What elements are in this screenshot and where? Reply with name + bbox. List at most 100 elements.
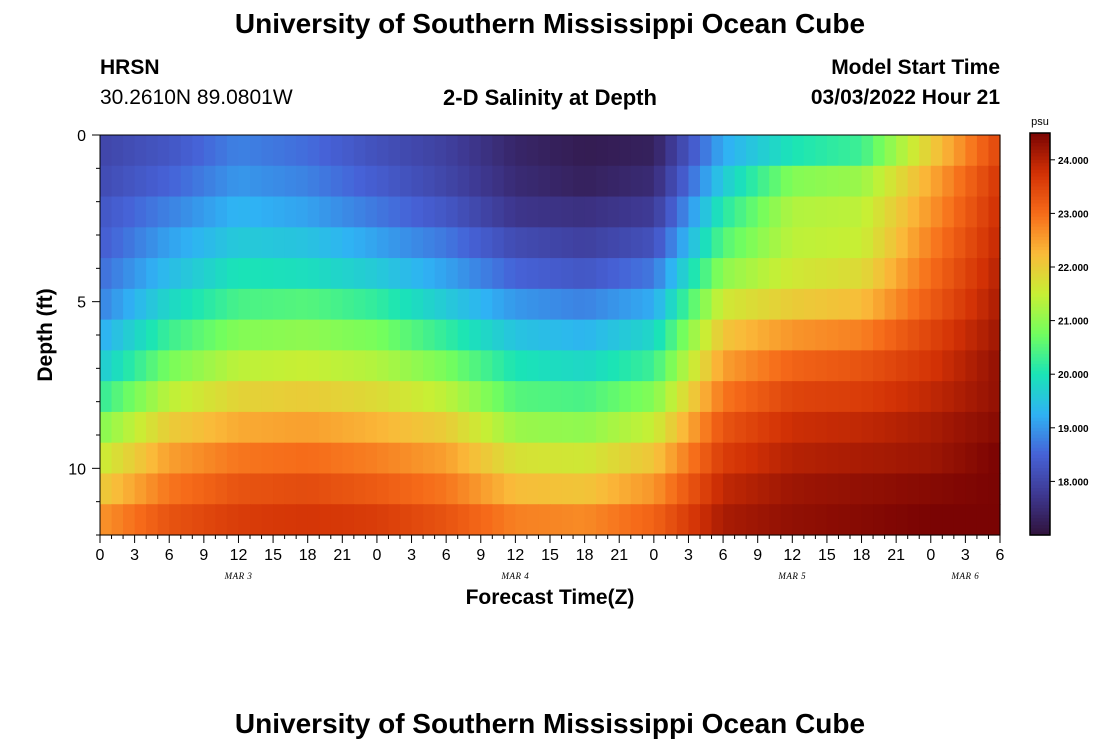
heatmap-cell (769, 319, 782, 351)
heatmap-cell (261, 227, 274, 259)
heatmap-cell (261, 258, 274, 290)
heatmap-cell (215, 381, 228, 413)
heatmap-cell (711, 442, 724, 475)
heatmap-cell (780, 411, 793, 444)
heatmap-cell (446, 258, 459, 290)
heatmap-cell (388, 381, 401, 413)
heatmap-cell (561, 473, 574, 505)
heatmap-cell (342, 227, 355, 259)
colorbar-segment (1030, 149, 1050, 154)
colorbar-segment (1030, 290, 1050, 295)
heatmap-cell (192, 350, 205, 382)
heatmap-cell (792, 319, 805, 351)
heatmap-cell (376, 165, 390, 198)
heatmap-cell (123, 258, 136, 290)
heatmap-cell (192, 473, 205, 505)
colorbar-segment (1030, 310, 1050, 315)
heatmap-cell (469, 258, 482, 290)
heatmap-cell (988, 381, 1001, 413)
colorbar-segment (1030, 367, 1050, 372)
colorbar-segment (1030, 514, 1050, 519)
heatmap-cell (457, 165, 470, 198)
heatmap-cell (688, 227, 701, 259)
heatmap-cell (365, 319, 378, 351)
heatmap-cell (584, 381, 597, 413)
heatmap-cell (526, 442, 540, 475)
heatmap-cell (296, 319, 309, 351)
heatmap-cell (596, 196, 609, 228)
heatmap-cell (284, 411, 297, 444)
heatmap-cell (642, 319, 655, 351)
heatmap-cell (642, 473, 655, 505)
colorbar-segment (1030, 494, 1050, 499)
heatmap-cell (203, 350, 216, 382)
heatmap-cell (653, 350, 666, 382)
heatmap-cell (169, 442, 182, 475)
heatmap-cell (192, 165, 205, 198)
x-month-label: MAR 6 (951, 571, 980, 581)
colorbar-tick-label: 18.000 (1058, 477, 1089, 488)
colorbar-segment (1030, 347, 1050, 352)
colorbar-segment (1030, 401, 1050, 405)
heatmap-cell (215, 288, 228, 321)
heatmap-cell (203, 411, 216, 444)
heatmap-cell (896, 504, 909, 536)
colorbar-segment (1030, 189, 1050, 194)
colorbar-segment (1030, 143, 1050, 147)
heatmap-cell (942, 258, 955, 290)
heatmap-cell (757, 504, 770, 536)
heatmap-cell (469, 411, 482, 444)
heatmap-cell (157, 350, 170, 382)
colorbar-segment (1030, 210, 1050, 214)
heatmap-cell (642, 135, 655, 167)
x-month-label: MAR 3 (224, 571, 253, 581)
x-tick-label: 15 (264, 547, 282, 564)
heatmap-cell (169, 258, 182, 290)
heatmap-cell (157, 135, 170, 167)
heatmap-cell (180, 411, 193, 444)
heatmap-cell (273, 135, 286, 167)
heatmap-cell (596, 135, 609, 167)
heatmap-cell (930, 350, 943, 382)
colorbar-segment (1030, 223, 1050, 228)
heatmap-cell (469, 504, 482, 536)
heatmap-cell (676, 504, 690, 536)
heatmap-cell (400, 381, 413, 413)
colorbar-segment (1030, 334, 1050, 338)
heatmap-cell (550, 350, 563, 382)
heatmap-cell (123, 319, 136, 351)
heatmap-cell (226, 319, 240, 351)
heatmap-cell (411, 473, 424, 505)
colorbar-segment (1030, 414, 1050, 419)
heatmap-cell (769, 227, 782, 259)
heatmap-cell (307, 381, 320, 413)
heatmap-cell (757, 165, 770, 198)
colorbar-segment (1030, 488, 1050, 493)
heatmap-cell (123, 504, 136, 536)
heatmap-cell (930, 381, 943, 413)
heatmap-cell (157, 411, 170, 444)
heatmap-cell (919, 135, 932, 167)
heatmap-cell (411, 135, 424, 167)
heatmap-cell (342, 135, 355, 167)
heatmap-cell (376, 288, 390, 321)
heatmap-cell (388, 504, 401, 536)
heatmap-cell (134, 442, 147, 475)
heatmap-cell (976, 381, 990, 413)
heatmap-cell (411, 504, 424, 536)
heatmap-cell (480, 258, 493, 290)
colorbar-segment (1030, 250, 1050, 255)
heatmap-cell (780, 165, 793, 198)
colorbar-segment (1030, 240, 1050, 245)
heatmap-cell (446, 442, 459, 475)
heatmap-cell (803, 288, 816, 321)
heatmap-cell (596, 381, 609, 413)
heatmap-cell (907, 135, 920, 167)
colorbar-tick-label: 21.000 (1058, 317, 1089, 328)
colorbar-segment (1030, 444, 1050, 449)
heatmap-cell (411, 411, 424, 444)
heatmap-cell (884, 196, 897, 228)
x-month-label: MAR 5 (777, 571, 806, 581)
heatmap-cell (700, 196, 713, 228)
heatmap-cell (769, 288, 782, 321)
